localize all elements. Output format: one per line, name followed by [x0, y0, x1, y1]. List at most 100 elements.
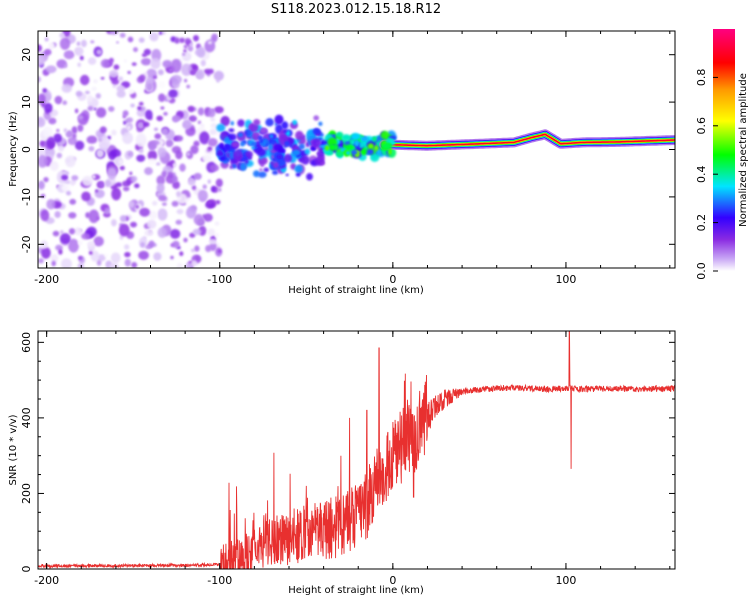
spectrogram-blob	[258, 171, 267, 178]
spectrogram-blob	[104, 207, 111, 215]
spectrogram-blob	[119, 165, 125, 171]
spectrogram-blob	[109, 70, 119, 78]
colorbar: 0.0 0.2 0.4 0.6 0.8 Normalized spectral ampl…	[695, 29, 749, 280]
spectrogram-blob	[88, 146, 95, 152]
colorbar-ticks: 0.0 0.2 0.4 0.6 0.8	[695, 69, 718, 280]
spectrogram-blob	[127, 125, 131, 130]
spectrogram-blob	[135, 204, 140, 209]
spectrogram-blob	[179, 163, 186, 172]
spectrogram-blob	[282, 128, 288, 133]
spectrogram-blob	[350, 150, 358, 155]
spectrogram-blob	[161, 202, 167, 207]
spectrogram-blob	[218, 142, 225, 150]
spectrogram-blob	[145, 77, 154, 85]
spectrogram-blob	[130, 221, 137, 228]
spectrogram-blob	[206, 64, 214, 70]
spectrogram-blob	[61, 184, 71, 192]
spectrogram-blob	[123, 120, 127, 125]
spectrogram-blob	[38, 44, 43, 52]
spectrogram-blob	[181, 51, 192, 62]
spectrogram-blob	[313, 115, 320, 121]
y-tick-label: 600	[20, 332, 33, 353]
spectrogram-blob	[320, 161, 325, 166]
spectrogram-blob	[229, 133, 237, 141]
spectrogram-blob	[196, 69, 205, 80]
spectrogram-blob	[171, 175, 178, 183]
spectrogram-blob	[38, 149, 45, 157]
spectrogram-blob	[259, 127, 268, 134]
spectrogram-blob	[341, 134, 351, 141]
spectrogram-blob	[157, 69, 164, 76]
spectrogram-blob	[158, 93, 166, 102]
spectrogram-blob	[38, 180, 45, 190]
spectrogram-blob	[147, 158, 157, 165]
spectrogram-blob	[153, 127, 159, 131]
spectrogram-blob	[215, 178, 223, 188]
spectrogram-blob	[181, 63, 192, 76]
spectrogram-blob	[127, 36, 134, 43]
spectrogram-blob	[291, 149, 301, 156]
spectrogram-blob	[161, 128, 169, 135]
spectrogram-blob	[193, 35, 199, 42]
spectrogram-blob	[318, 121, 323, 127]
spectrogram-blob	[87, 57, 97, 65]
spectrogram-blob	[116, 90, 126, 98]
spectrogram-blob	[45, 65, 57, 74]
spectrogram-blob	[207, 138, 218, 147]
spectrogram-blob	[55, 244, 63, 251]
spectrogram-blob	[178, 37, 186, 43]
spectrogram-blob	[71, 133, 77, 139]
spectrogram-blob	[176, 208, 184, 215]
spectrogram-blob	[210, 185, 216, 193]
spectrogram-blob	[93, 236, 104, 247]
spectrogram-blob	[79, 55, 84, 61]
spectrogram-blob	[207, 228, 216, 236]
x-tick-label: -200	[34, 273, 59, 286]
spectrogram-blob	[354, 139, 360, 147]
spectrogram-blob	[256, 147, 267, 157]
spectrogram-blob	[214, 232, 220, 238]
spectrogram-blob	[76, 41, 81, 46]
spectrogram-blob	[61, 83, 73, 93]
y-tick-label: 400	[20, 407, 33, 428]
spectrogram-blob	[133, 47, 138, 53]
spectrogram-blob	[123, 59, 128, 63]
spectrogram-blob	[216, 79, 220, 83]
spectrogram-blob	[138, 148, 144, 154]
spectrogram-blob	[317, 154, 325, 162]
spectrogram-blob	[162, 60, 173, 68]
spectrogram-blob	[196, 46, 206, 58]
spectrogram-blob	[169, 229, 181, 239]
spectrogram-y-label: Frequency (Hz)	[8, 111, 19, 187]
spectrogram-blob	[38, 93, 46, 105]
spectrogram-blob	[220, 115, 230, 127]
spectrogram-blob	[209, 164, 220, 172]
spectrogram-blob	[200, 123, 205, 128]
spectrogram-blob	[96, 259, 102, 266]
spectrogram-blob	[176, 191, 181, 197]
spectrogram-blob	[63, 128, 68, 133]
snr-frame	[37, 330, 676, 570]
spectrogram-blob	[119, 235, 124, 240]
spectrogram-blob	[124, 244, 130, 250]
spectrogram-blob	[40, 209, 50, 222]
spectrogram-blob	[60, 230, 64, 234]
spectrogram-blob	[172, 240, 180, 248]
spectrogram-blob	[149, 144, 156, 152]
spectrogram-blob	[264, 147, 269, 151]
snr-x-label: Height of straight line (km)	[288, 585, 424, 596]
x-tick-label: 0	[389, 273, 396, 286]
spectrogram-blob	[370, 152, 380, 162]
spectrogram-blob	[107, 167, 117, 180]
spectrogram-blob	[184, 78, 188, 83]
spectrogram-blob	[38, 55, 45, 66]
x-tick-label: -100	[207, 574, 232, 587]
spectrogram-blob	[90, 250, 100, 262]
spectrogram-blob	[144, 109, 153, 120]
spectrogram-blob	[171, 200, 179, 207]
spectrogram-blob	[129, 171, 133, 176]
spectrogram-blob	[85, 212, 90, 219]
y-tick-label: 20	[20, 48, 33, 62]
spectrogram-blob	[193, 172, 202, 180]
